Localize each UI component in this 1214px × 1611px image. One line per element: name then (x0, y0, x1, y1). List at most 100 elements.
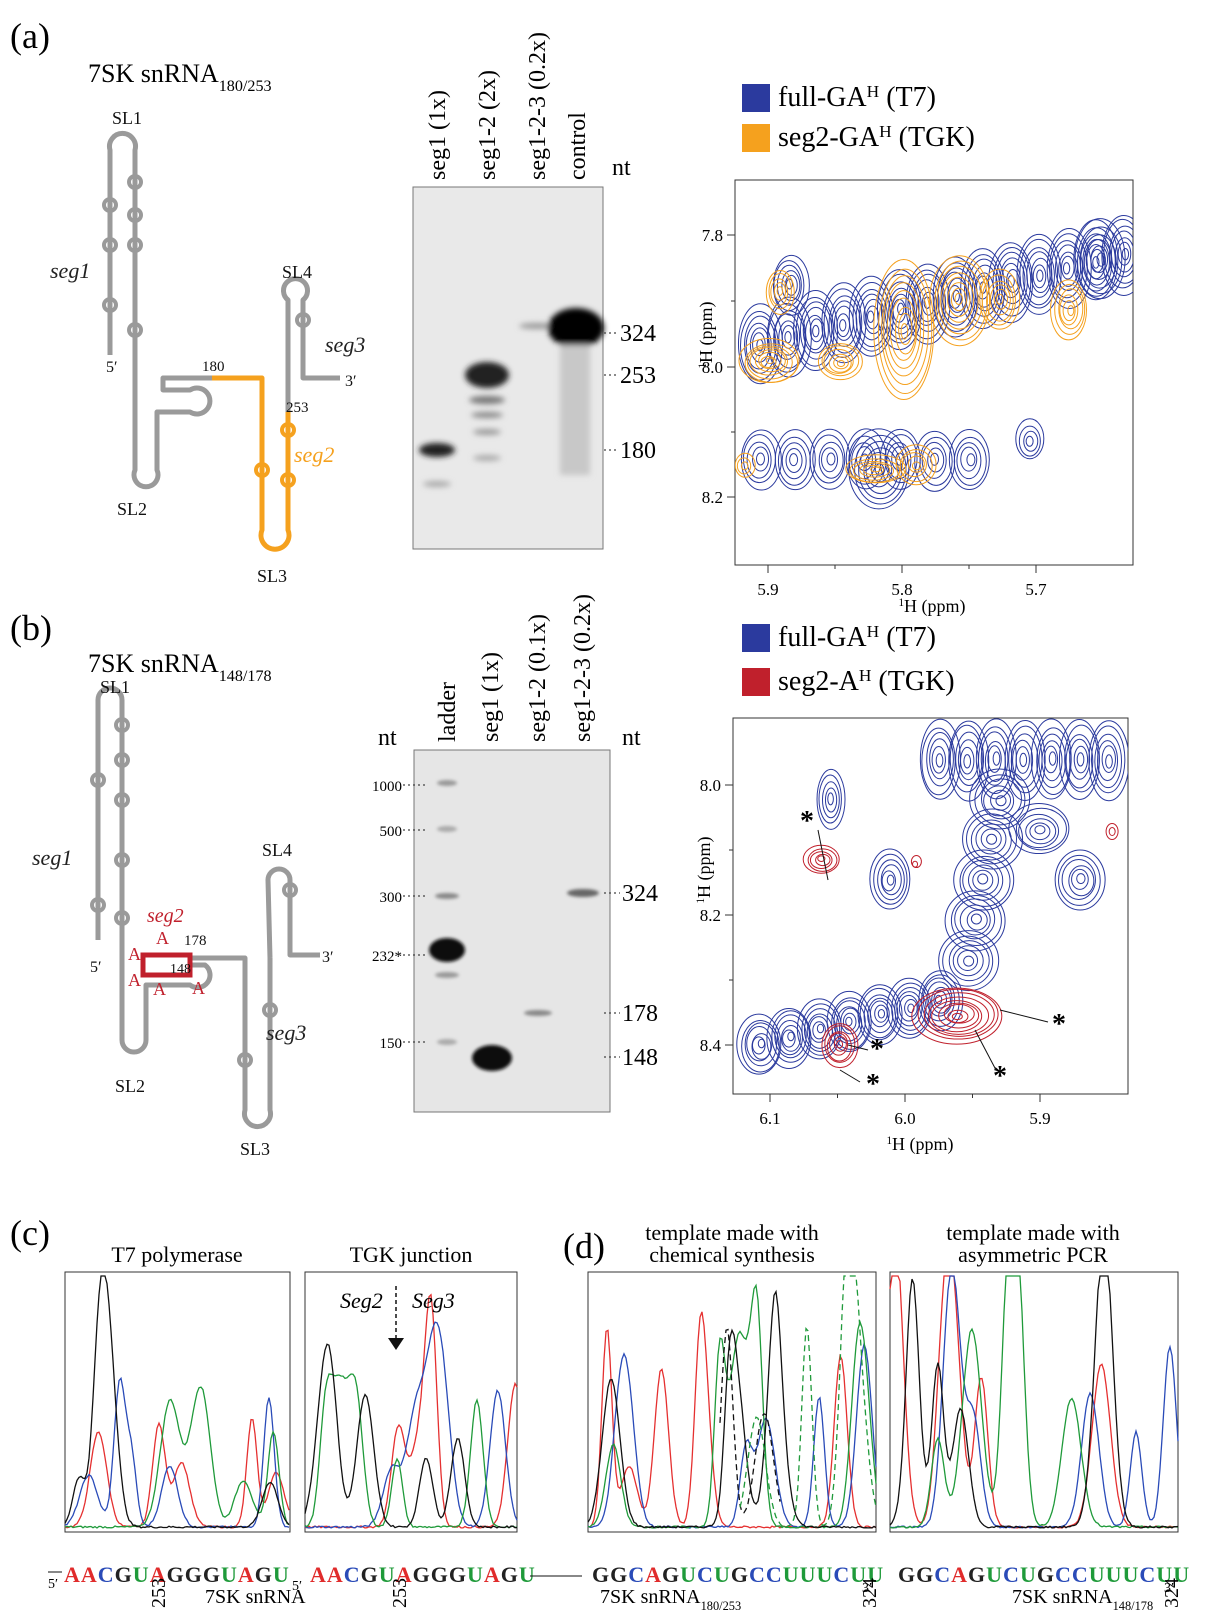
unit-label: nt (612, 155, 631, 181)
contour (1059, 294, 1079, 326)
contour (1029, 822, 1051, 841)
nucleotide: U (1156, 1562, 1173, 1587)
schematic-label: seg3 (325, 332, 365, 357)
contour (812, 1021, 826, 1040)
contour (974, 774, 1026, 826)
contour (824, 787, 838, 813)
contour (1030, 718, 1072, 800)
lane-label: seg1-2 (0.1x) (525, 614, 551, 742)
contour (853, 461, 895, 481)
nucleotide: A (238, 1562, 255, 1587)
contour (801, 1003, 841, 1056)
panel-title: 7SK snRNA148/178 (88, 649, 272, 685)
contour (869, 848, 911, 910)
shape (423, 481, 451, 487)
nucleotide: G (449, 1562, 467, 1587)
contour (766, 1007, 812, 1069)
contour (953, 849, 1015, 911)
contour (787, 1031, 795, 1042)
legend-swatch (742, 84, 770, 112)
contour (845, 1016, 853, 1027)
contour (1018, 813, 1060, 849)
contour (877, 1008, 886, 1019)
contour (886, 290, 922, 369)
trace-title: T7 polymerase (111, 1242, 242, 1267)
trace (587, 1283, 877, 1529)
contour (938, 930, 1000, 992)
contour (917, 988, 999, 1040)
contour (1015, 807, 1067, 851)
contour (771, 1010, 811, 1063)
contour (1058, 854, 1101, 906)
shape (254, 422, 296, 488)
nucleotide: G (501, 1562, 519, 1587)
contour (1032, 264, 1047, 289)
contour (768, 273, 792, 310)
ladder-label: 150 (380, 1036, 403, 1052)
marker-label: 324 (622, 881, 658, 907)
contour (952, 289, 960, 303)
nucleotide: G (185, 1562, 203, 1587)
trace (587, 1311, 877, 1529)
contour (818, 441, 844, 479)
lane-label: seg1-2 (2x) (475, 70, 501, 180)
contour (979, 268, 1021, 330)
contour (795, 297, 835, 367)
nucleotide: G (255, 1562, 273, 1587)
bulge (282, 882, 298, 898)
shape (548, 308, 604, 348)
contour (848, 428, 910, 510)
contour (907, 269, 947, 340)
nucleotide: G (431, 1562, 449, 1587)
shape (473, 455, 501, 461)
nucleotide: G (1037, 1562, 1055, 1587)
contour (959, 904, 991, 936)
contour (977, 873, 989, 885)
nucleotide: C (1072, 1562, 1089, 1587)
subscript: 148/178 (219, 668, 272, 685)
shape (471, 412, 503, 418)
shape (419, 443, 455, 457)
bulge (114, 792, 130, 808)
trace-title: TGK junction (350, 1242, 473, 1267)
trace (304, 1373, 518, 1529)
three-prime: 3′ (1164, 1581, 1174, 1596)
trace-frame (889, 1271, 1179, 1533)
annotation: Seg2 (340, 1288, 383, 1313)
contour (816, 768, 846, 830)
nucleotide: C (833, 1562, 850, 1587)
contour (880, 273, 920, 344)
schematic-label: SL3 (240, 1139, 270, 1159)
trace (889, 1275, 1179, 1529)
contour (1076, 873, 1086, 885)
nucleotide: U (1089, 1562, 1106, 1587)
contour (940, 272, 979, 330)
contour (980, 731, 1009, 786)
five-prime: 5′ (48, 1577, 58, 1592)
contour (954, 292, 963, 306)
nucleotide: U (714, 1562, 731, 1587)
contour (913, 279, 940, 326)
y-tick-label: 7.8 (702, 226, 723, 245)
contour (785, 447, 803, 473)
lane-label: seg1-2-3 (0.2x) (525, 32, 551, 180)
trace-frame (587, 1271, 877, 1533)
schematic-label: 253 (286, 400, 309, 416)
contour (911, 987, 1003, 1045)
annotation: Seg3 (412, 1288, 455, 1313)
contour (865, 305, 880, 330)
contour (1036, 269, 1044, 282)
nucleotide: U (273, 1562, 290, 1587)
contour (907, 1003, 915, 1014)
sequence: GGCAGUCUGCCUUUCUU (592, 1562, 884, 1587)
contour (1090, 245, 1109, 274)
contour (881, 870, 896, 892)
schematic-label: SL4 (282, 262, 312, 282)
contour (746, 441, 772, 479)
contour (774, 1014, 807, 1059)
bulge (127, 207, 143, 223)
contour (778, 320, 799, 356)
asterisk-pointer (817, 829, 829, 881)
schematic-label: SL2 (115, 1076, 145, 1096)
